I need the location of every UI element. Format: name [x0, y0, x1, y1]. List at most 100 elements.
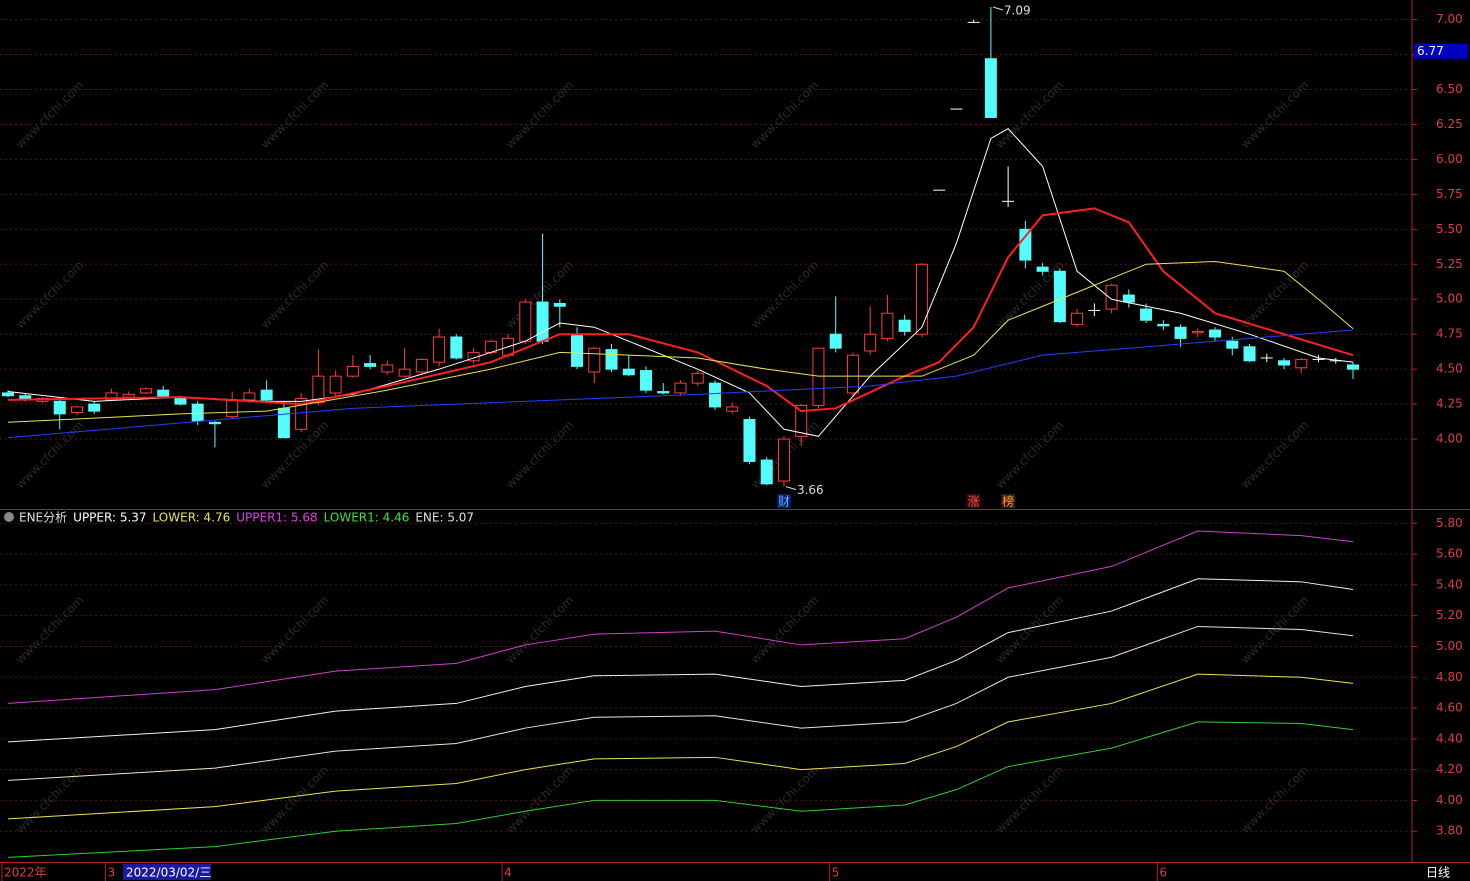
y-tick-label: 5.00 [1436, 639, 1463, 653]
y-tick-label: 5.40 [1436, 577, 1463, 591]
line-series [7, 207, 1354, 413]
event-badge [1001, 494, 1016, 508]
event-label: 榜 [1002, 494, 1014, 509]
y-tick-label: 3.80 [1436, 824, 1463, 838]
y-tick-label: 7.00 [1436, 12, 1463, 26]
price-tag-label: 6.77 [1417, 44, 1444, 58]
annotation-arrow [785, 486, 797, 491]
candle-body [157, 389, 170, 398]
event-badge [966, 494, 981, 508]
candle-body [1209, 329, 1222, 338]
y-tick-label: 4.50 [1436, 362, 1463, 376]
event-badge [776, 494, 791, 508]
y-tick-label: 4.40 [1436, 731, 1463, 745]
candle-body [1140, 308, 1153, 321]
y-tick-label: 6.50 [1436, 82, 1463, 96]
candle-body [139, 388, 152, 394]
annotation-label: 3.66 [797, 483, 824, 497]
candle-body [726, 406, 739, 412]
candle-body [605, 349, 618, 370]
y-tick-label: 5.60 [1436, 547, 1463, 561]
candle-body [795, 405, 808, 437]
candle-body [536, 301, 549, 342]
candle-body [984, 58, 997, 118]
x-tick-label: 4 [504, 866, 512, 880]
line-series [7, 530, 1354, 704]
candle-body [622, 368, 635, 376]
candle-body [122, 393, 135, 398]
y-tick-label: 4.00 [1436, 793, 1463, 807]
candle-body [588, 347, 601, 373]
candle-body [53, 400, 66, 415]
y-tick-label: 4.80 [1436, 670, 1463, 684]
y-tick-label: 6.00 [1436, 152, 1463, 166]
candle-body [760, 459, 773, 485]
y-tick-label: 5.25 [1436, 257, 1463, 271]
candle-body [1347, 364, 1359, 370]
candle-body [674, 382, 687, 394]
candle-body [1019, 228, 1032, 261]
event-label: 财 [778, 495, 790, 509]
candle-body [433, 336, 446, 363]
candle-body [743, 419, 756, 462]
candle-body [70, 406, 83, 414]
legend-entry: UPPER1: 5.68 [236, 511, 317, 525]
candle-body [777, 438, 790, 482]
y-tick-label: 4.75 [1436, 327, 1463, 341]
candle-body [346, 365, 359, 377]
candle-body [450, 336, 463, 359]
collapse-icon [4, 512, 14, 522]
event-label: 涨 [968, 494, 980, 509]
legend-entry: LOWER: 4.76 [153, 511, 231, 525]
candle-body [1071, 312, 1084, 325]
candle-body [691, 372, 704, 384]
line-series [7, 625, 1354, 781]
candle-body [329, 375, 342, 394]
candle-body [864, 333, 877, 352]
candle-body [398, 368, 411, 377]
annotation-arrow [992, 6, 1004, 11]
candle-body [2, 392, 14, 397]
candle-body [1295, 358, 1308, 369]
candle-body [105, 392, 118, 401]
candle-body [708, 382, 721, 408]
candle-body [277, 407, 290, 439]
legend-entry: ENE: 5.07 [415, 511, 474, 525]
candle-body [1105, 284, 1118, 310]
y-tick-label: 5.75 [1436, 187, 1463, 201]
line-series [7, 128, 1354, 437]
candle-body [846, 354, 859, 394]
legend-entry: LOWER1: 4.46 [324, 511, 410, 525]
candle-body [1174, 326, 1187, 339]
candle-body [208, 421, 221, 425]
y-tick-label: 5.20 [1436, 608, 1463, 622]
candle-body [243, 392, 256, 401]
line-series [7, 578, 1354, 743]
line-series [7, 329, 1354, 439]
y-tick-label: 5.00 [1436, 292, 1463, 306]
line-series [7, 721, 1354, 858]
y-tick-label: 5.80 [1436, 516, 1463, 530]
candle-body [657, 391, 670, 394]
candle-body [312, 375, 325, 404]
candle-body [898, 319, 911, 332]
line-series [7, 673, 1354, 820]
period-label: 日线 [1426, 866, 1450, 880]
candle-body [571, 335, 584, 367]
candle-body [295, 398, 308, 430]
annotation-label: 7.09 [1004, 3, 1031, 17]
x-tick-label: 5 [832, 866, 840, 880]
y-tick-label: 4.00 [1436, 432, 1463, 446]
candle-body [1036, 266, 1049, 272]
cursor-label-bg [123, 864, 211, 880]
indicator-title: ENE分析 [19, 511, 67, 525]
candle-body [1122, 294, 1135, 303]
candle-body [915, 263, 928, 335]
price-tag [1414, 43, 1468, 59]
line-series [7, 260, 1354, 423]
candle-body [881, 312, 894, 339]
x-tick-label: 6 [1159, 866, 1167, 880]
candle-body [1243, 346, 1256, 362]
